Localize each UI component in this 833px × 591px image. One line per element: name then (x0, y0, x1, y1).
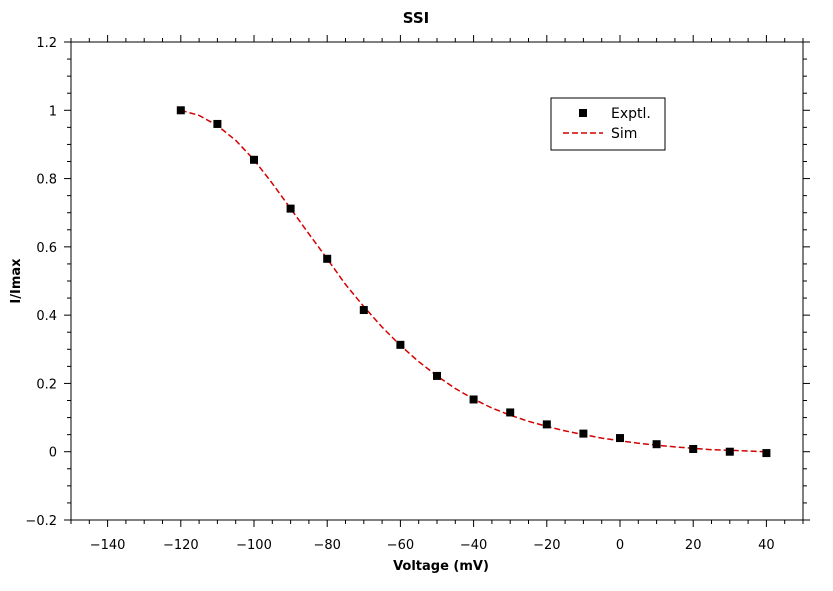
y-tick-label: 0.2 (36, 377, 57, 392)
x-tick-label: −120 (163, 538, 199, 553)
x-tick-label: −80 (313, 538, 340, 553)
x-tick-label: −60 (387, 538, 414, 553)
exptl-point (250, 155, 258, 164)
chart-title: SSI (403, 9, 430, 27)
legend-sim-label: Sim (611, 126, 637, 142)
legend-box (550, 97, 666, 151)
y-tick-label: 0 (49, 446, 57, 461)
exptl-point (689, 444, 698, 453)
y-axis-title: I/Imax (9, 258, 24, 304)
x-tick-label: 40 (758, 538, 775, 553)
exptl-point (542, 420, 551, 429)
x-tick-label: −20 (533, 538, 560, 553)
exptl-point (286, 204, 295, 213)
exptl-point (725, 447, 734, 456)
exptl-point (506, 408, 515, 417)
exptl-point (396, 340, 405, 349)
legend: Exptl. Sim (550, 97, 666, 151)
series-exptl (176, 106, 771, 458)
exptl-point (359, 306, 368, 315)
exptl-point (652, 440, 661, 449)
exptl-point (323, 254, 332, 263)
x-axis-title: Voltage (mV) (393, 559, 489, 574)
exptl-point (616, 434, 624, 443)
x-tick-label: −40 (460, 538, 487, 553)
legend-exptl-marker (579, 109, 587, 117)
x-tick-label: 0 (616, 538, 624, 553)
y-tick-label: 1 (49, 104, 57, 119)
exptl-point (762, 449, 771, 458)
exptl-point (176, 106, 185, 115)
exptl-point (213, 119, 222, 128)
x-tick-label: −100 (236, 538, 272, 553)
x-tick-label: −140 (90, 538, 126, 553)
y-tick-label: 0.6 (36, 241, 57, 256)
x-axis: −140 −120 −100 −80 −60 −40 −20 0 20 40 (70, 35, 804, 553)
y-tick-label: 1.2 (36, 36, 57, 51)
y-axis: −0.2 0 0.2 0.4 0.6 0.8 1 1.2 (25, 36, 810, 529)
exptl-point (433, 371, 441, 380)
x-tick-label: 20 (685, 538, 702, 553)
legend-exptl-label: Exptl. (611, 106, 651, 122)
y-tick-label: 0.8 (36, 173, 57, 188)
y-tick-label: −0.2 (25, 514, 57, 529)
y-tick-label: 0.4 (36, 309, 57, 324)
exptl-point (579, 429, 588, 438)
exptl-point (469, 395, 478, 404)
